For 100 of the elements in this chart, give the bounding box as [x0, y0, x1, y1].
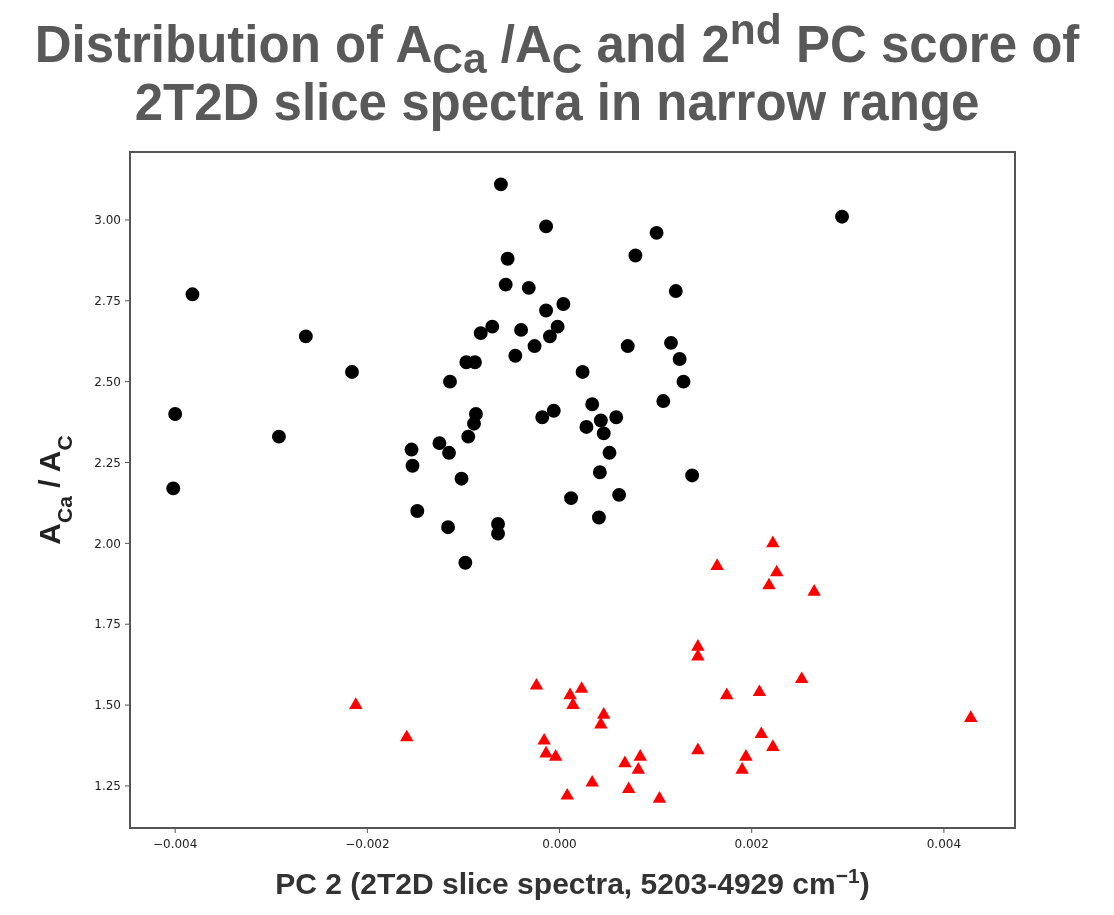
point — [612, 487, 627, 502]
point — [579, 419, 594, 434]
point — [185, 287, 200, 302]
point — [441, 520, 456, 535]
point — [668, 284, 683, 299]
point — [542, 329, 557, 344]
point — [166, 481, 181, 496]
point — [560, 787, 574, 800]
point — [537, 732, 551, 745]
point — [468, 355, 482, 370]
y-tick-label: 1.50 — [94, 698, 121, 713]
point — [591, 510, 606, 525]
point — [566, 697, 580, 709]
point — [597, 707, 611, 719]
point — [766, 739, 780, 752]
point — [592, 465, 607, 480]
x-tick-label: 0.000 — [542, 837, 577, 851]
point — [298, 329, 313, 344]
x-tick-label: 0.002 — [734, 837, 769, 851]
point — [649, 225, 664, 240]
point — [539, 745, 553, 758]
point — [527, 339, 542, 354]
point — [400, 729, 414, 742]
point — [594, 716, 608, 729]
point — [593, 413, 608, 428]
point — [585, 774, 599, 787]
point — [535, 410, 550, 425]
point — [720, 687, 734, 700]
point — [539, 303, 554, 318]
point — [596, 426, 611, 441]
x-tick-label: −0.002 — [345, 837, 390, 851]
point — [691, 639, 705, 651]
point — [685, 468, 700, 483]
point — [752, 684, 767, 697]
point — [964, 710, 978, 722]
point — [807, 584, 821, 596]
point — [620, 339, 635, 354]
point — [514, 322, 529, 337]
point — [762, 577, 776, 590]
point — [467, 416, 481, 431]
point — [508, 348, 523, 363]
point — [404, 442, 419, 457]
point — [585, 397, 600, 412]
point — [631, 762, 646, 774]
point — [443, 374, 457, 389]
point — [563, 687, 577, 700]
point — [754, 726, 769, 739]
point — [794, 671, 809, 684]
point — [548, 749, 563, 761]
point — [710, 558, 724, 570]
point — [168, 407, 183, 421]
point — [575, 365, 590, 379]
point — [345, 365, 359, 379]
point — [521, 280, 536, 295]
point — [609, 410, 624, 425]
point — [498, 277, 513, 292]
point — [656, 394, 671, 408]
point — [442, 445, 456, 460]
point — [664, 335, 678, 350]
point — [539, 219, 554, 234]
y-tick-label: 2.25 — [94, 455, 121, 470]
point — [691, 742, 705, 755]
point — [676, 374, 691, 389]
y-tick-label: 2.50 — [94, 374, 121, 389]
y-tick-label: 2.00 — [94, 536, 121, 551]
y-tick-label: 1.75 — [94, 617, 121, 632]
point — [556, 297, 571, 311]
point — [574, 681, 589, 693]
point — [271, 429, 286, 444]
x-tick-label: 0.004 — [926, 837, 962, 851]
point — [473, 326, 488, 341]
point — [461, 429, 476, 444]
point — [739, 749, 753, 761]
point — [546, 403, 561, 418]
point — [349, 697, 363, 709]
y-tick-label: 2.75 — [94, 293, 121, 308]
y-tick-label: 1.25 — [94, 779, 121, 794]
point — [432, 436, 447, 451]
point — [633, 749, 647, 761]
point — [769, 564, 784, 577]
x-tick-label: −0.004 — [152, 837, 198, 851]
point — [564, 491, 579, 506]
point — [735, 762, 749, 774]
point — [529, 677, 544, 690]
point — [652, 791, 667, 803]
point — [550, 319, 565, 334]
point — [835, 209, 849, 224]
point — [618, 755, 632, 768]
point — [628, 248, 643, 263]
point — [766, 535, 780, 548]
point — [493, 177, 508, 192]
point — [691, 648, 705, 661]
point — [454, 471, 469, 486]
chart-title: Distribution of A$_{Ca}$ /A$_{C}$ and 2$^{nd}$ PC score of 2T2D slice spectra in narrow range — [33, 6, 1081, 132]
point — [410, 504, 425, 518]
x-axis-title: PC 2 (2T2D slice spectra, 5203-4929 cm$^{−1}$) — [275, 863, 870, 900]
point — [672, 352, 687, 366]
point — [485, 319, 500, 334]
point — [602, 445, 617, 460]
point — [621, 781, 636, 794]
